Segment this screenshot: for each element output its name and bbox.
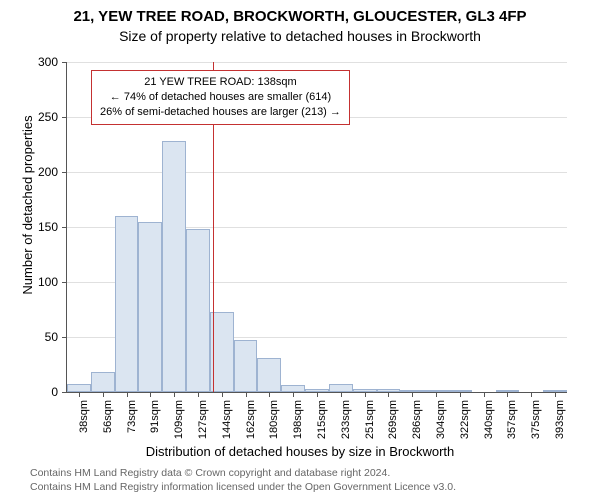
x-tick: [246, 392, 247, 397]
x-tick: [507, 392, 508, 397]
y-tick: [62, 227, 67, 228]
y-tick-label: 100: [18, 275, 58, 289]
y-tick: [62, 337, 67, 338]
y-tick: [62, 172, 67, 173]
info-box-line: 26% of semi-detached houses are larger (…: [100, 105, 341, 120]
y-tick: [62, 62, 67, 63]
gridline: [67, 172, 567, 173]
x-tick: [174, 392, 175, 397]
chart-container: 21, YEW TREE ROAD, BROCKWORTH, GLOUCESTE…: [0, 0, 600, 500]
info-box: 21 YEW TREE ROAD: 138sqm← 74% of detache…: [91, 70, 350, 125]
bar: [186, 229, 210, 392]
x-tick: [127, 392, 128, 397]
chart-title-secondary: Size of property relative to detached ho…: [0, 28, 600, 44]
x-tick: [412, 392, 413, 397]
x-tick: [531, 392, 532, 397]
bar: [115, 216, 139, 392]
x-tick: [79, 392, 80, 397]
bar: [281, 385, 305, 392]
x-axis-label: Distribution of detached houses by size …: [0, 444, 600, 459]
x-tick: [150, 392, 151, 397]
x-tick: [293, 392, 294, 397]
x-tick-labels: 38sqm56sqm73sqm91sqm109sqm127sqm144sqm16…: [66, 400, 566, 450]
x-tick: [317, 392, 318, 397]
chart-title-primary: 21, YEW TREE ROAD, BROCKWORTH, GLOUCESTE…: [0, 8, 600, 25]
x-tick: [198, 392, 199, 397]
y-tick-label: 150: [18, 220, 58, 234]
bar: [329, 384, 353, 392]
x-tick: [341, 392, 342, 397]
x-tick: [484, 392, 485, 397]
attribution-line2: Contains HM Land Registry information li…: [30, 480, 456, 494]
x-tick: [388, 392, 389, 397]
y-tick: [62, 392, 67, 393]
x-tick: [460, 392, 461, 397]
y-tick-label: 300: [18, 55, 58, 69]
y-tick: [62, 117, 67, 118]
bar: [138, 222, 162, 393]
y-tick-labels: 050100150200250300: [22, 62, 62, 392]
y-tick-label: 50: [18, 330, 58, 344]
info-box-line: ← 74% of detached houses are smaller (61…: [100, 90, 341, 105]
bar: [234, 340, 258, 392]
bar: [91, 372, 115, 392]
x-tick: [269, 392, 270, 397]
x-tick: [365, 392, 366, 397]
bar: [67, 384, 91, 392]
y-tick: [62, 282, 67, 283]
x-tick: [222, 392, 223, 397]
plot-area: 21 YEW TREE ROAD: 138sqm← 74% of detache…: [66, 62, 567, 393]
bar: [257, 358, 281, 392]
attribution-line1: Contains HM Land Registry data © Crown c…: [30, 466, 456, 480]
y-tick-label: 200: [18, 165, 58, 179]
x-tick: [103, 392, 104, 397]
x-tick: [436, 392, 437, 397]
gridline: [67, 62, 567, 63]
x-tick: [555, 392, 556, 397]
y-tick-label: 0: [18, 385, 58, 399]
y-tick-label: 250: [18, 110, 58, 124]
bar: [162, 141, 186, 392]
info-box-line: 21 YEW TREE ROAD: 138sqm: [100, 75, 341, 90]
